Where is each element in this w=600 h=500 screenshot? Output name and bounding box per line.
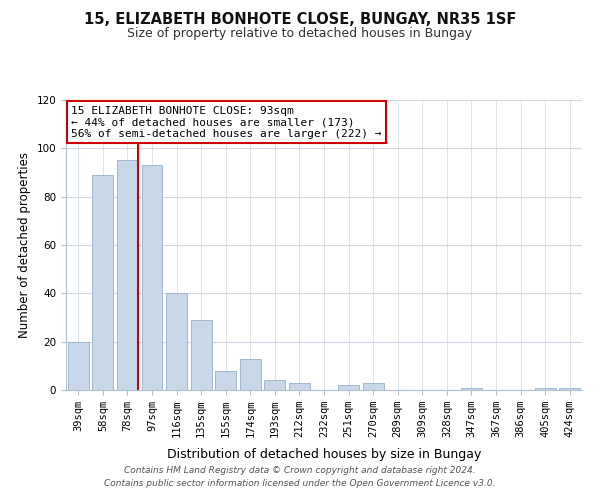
Bar [461, 388, 482, 390]
Text: 15 ELIZABETH BONHOTE CLOSE: 93sqm
← 44% of detached houses are smaller (173)
56%: 15 ELIZABETH BONHOTE CLOSE: 93sqm ← 44% … [71, 106, 382, 139]
Bar [559, 388, 580, 390]
Text: Size of property relative to detached houses in Bungay: Size of property relative to detached ho… [127, 28, 473, 40]
Bar [535, 388, 556, 390]
Bar [117, 160, 138, 390]
Bar [191, 320, 212, 390]
Bar [68, 342, 89, 390]
Bar [166, 294, 187, 390]
Y-axis label: Number of detached properties: Number of detached properties [18, 152, 31, 338]
Bar [265, 380, 286, 390]
Bar [240, 358, 261, 390]
Bar [92, 175, 113, 390]
Bar [215, 370, 236, 390]
Text: Contains HM Land Registry data © Crown copyright and database right 2024.
Contai: Contains HM Land Registry data © Crown c… [104, 466, 496, 487]
Bar [289, 383, 310, 390]
Bar [338, 385, 359, 390]
Bar [142, 166, 163, 390]
Bar [362, 383, 383, 390]
Text: 15, ELIZABETH BONHOTE CLOSE, BUNGAY, NR35 1SF: 15, ELIZABETH BONHOTE CLOSE, BUNGAY, NR3… [84, 12, 516, 28]
X-axis label: Distribution of detached houses by size in Bungay: Distribution of detached houses by size … [167, 448, 481, 462]
